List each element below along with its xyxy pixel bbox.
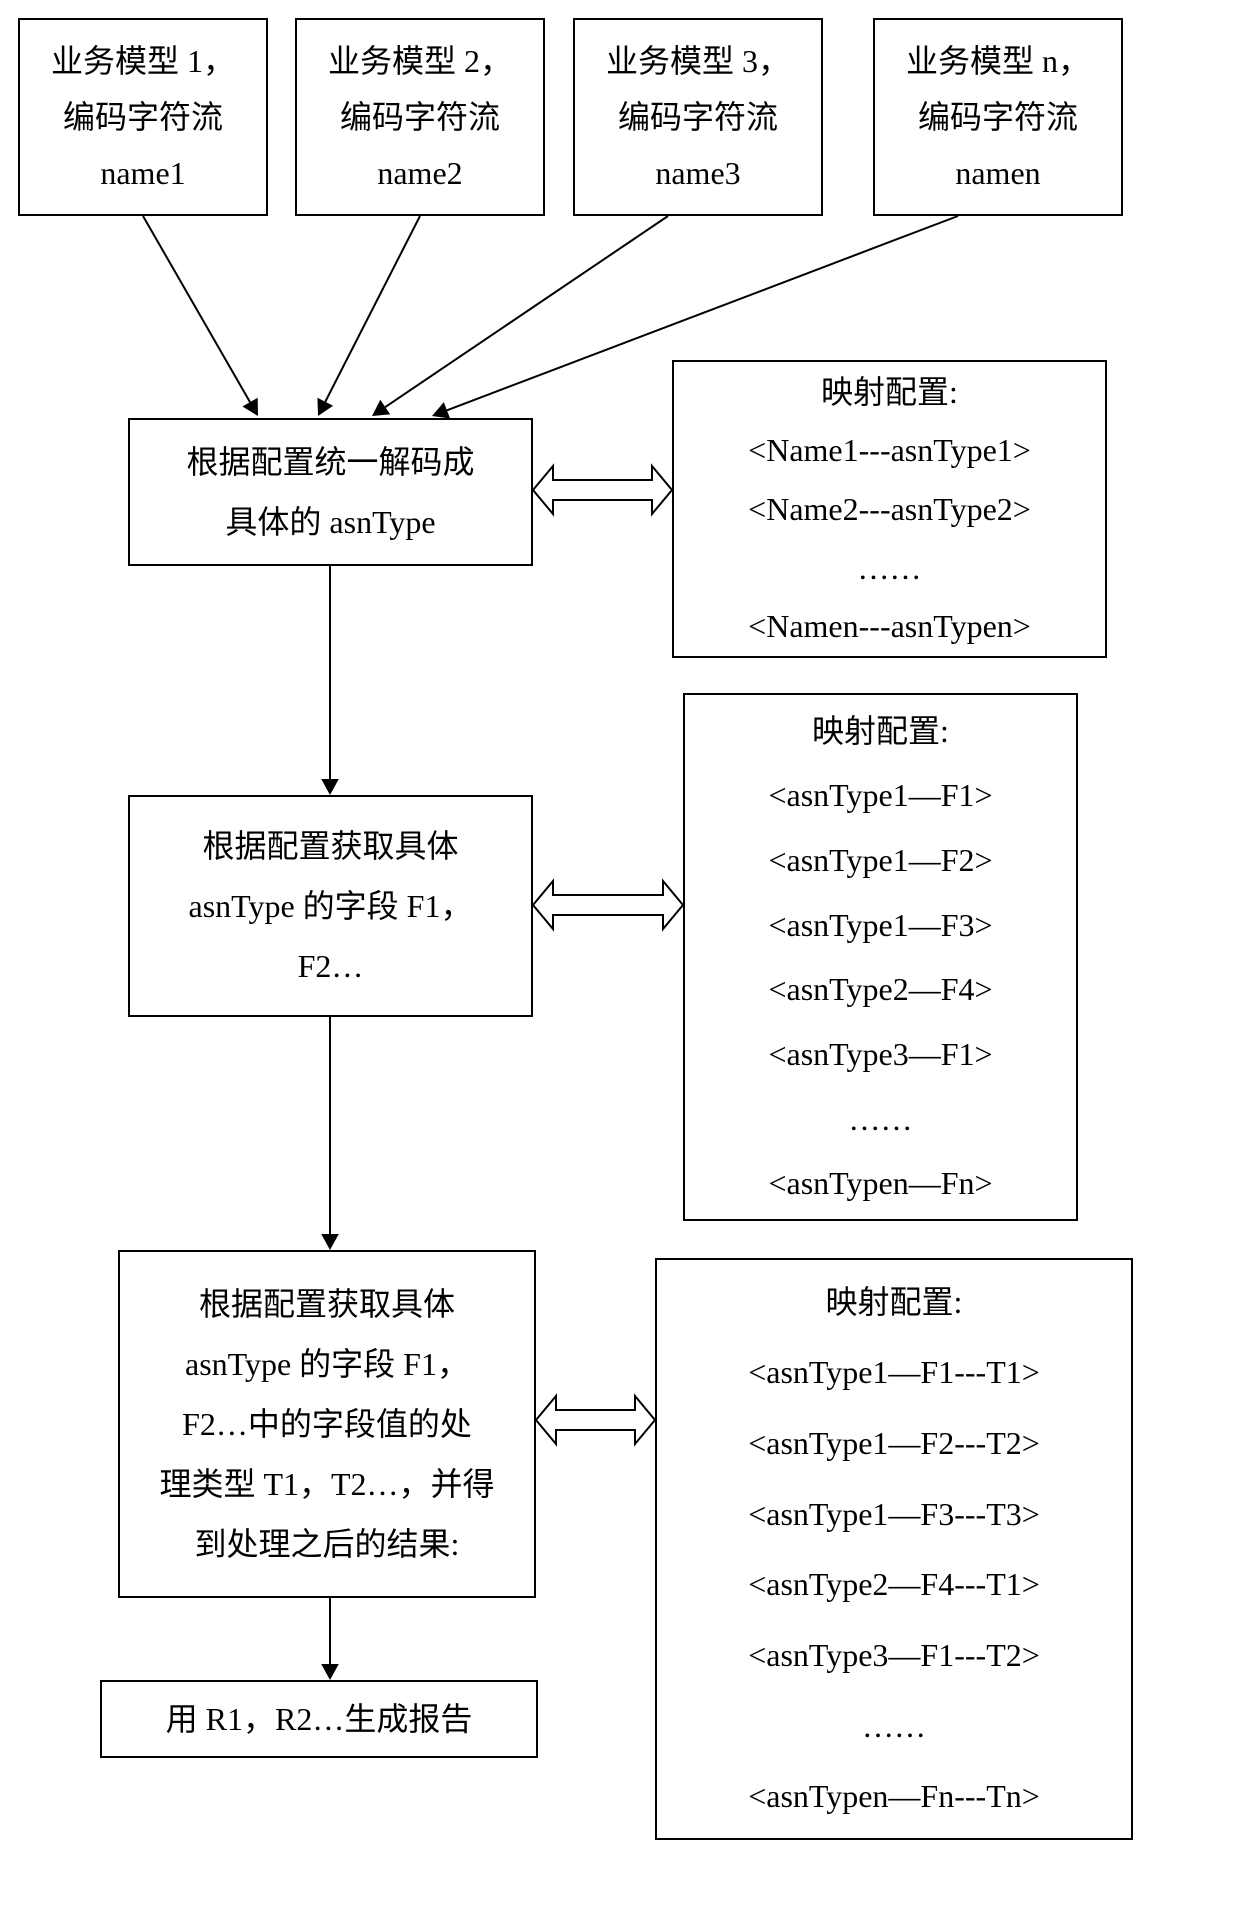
text: 业务模型 2， [328,33,512,89]
text: name1 [100,145,185,201]
text: asnType 的字段 F1， [185,1334,469,1394]
config-item: <asnType1—F3---T3> [748,1485,1040,1543]
config-item: <asnType3—F1> [768,1025,992,1083]
config-item: <asnType1—F2---T2> [748,1414,1040,1472]
text: 具体的 asnType [225,492,435,552]
config-item: <asnType3—F1---T2> [748,1626,1040,1684]
config-title: 映射配置: [812,702,949,760]
text: 到处理之后的结果: [195,1514,460,1574]
config-item: <Namen---asnTypen> [748,597,1031,655]
text: 根据配置获取具体 [202,816,458,876]
config-item: <asnTypen—Fn---Tn> [748,1767,1040,1825]
input-node-3: 业务模型 3， 编码字符流 name3 [573,18,823,216]
config-item: <asnType1—F3> [768,896,992,954]
config-item: <asnType2—F4---T1> [748,1555,1040,1613]
text: asnType 的字段 F1， [189,876,473,936]
input-node-n: 业务模型 n， 编码字符流 namen [873,18,1123,216]
text: 编码字符流 [618,89,778,145]
text: 根据配置获取具体 [199,1274,455,1334]
config-item: …… [849,1090,913,1148]
process-node-report: 用 R1，R2…生成报告 [100,1680,538,1758]
config-item: <asnType1—F1---T1> [748,1343,1040,1401]
config-node-name-map: 映射配置:<Name1---asnType1><Name2---asnType2… [672,360,1107,658]
text: 业务模型 n， [906,33,1090,89]
text: name3 [655,145,740,201]
config-item: <Name2---asnType2> [748,480,1031,538]
config-title: 映射配置: [821,363,958,421]
text: F2… [298,936,364,996]
input-node-1: 业务模型 1， 编码字符流 name1 [18,18,268,216]
config-node-type-map: 映射配置: <asnType1—F1---T1> <asnType1—F2---T2… [655,1258,1133,1840]
config-item: <asnType1—F2> [768,831,992,889]
text: 编码字符流 [340,89,500,145]
config-node-field-map: 映射配置: <asnType1—F1> <asnType1—F2> <asnType1… [683,693,1078,1221]
config-item: …… [862,1697,926,1755]
text: 业务模型 1， [51,33,235,89]
process-node-decode: 根据配置统一解码成 具体的 asnType [128,418,533,566]
config-item: <asnType2—F4> [768,960,992,1018]
text: F2…中的字段值的处 [182,1394,472,1454]
text: namen [955,145,1040,201]
text: 理类型 T1，T2…，并得 [159,1454,494,1514]
config-item: …… [858,539,922,597]
text: 编码字符流 [63,89,223,145]
config-item: <asnTypen—Fn> [768,1154,992,1212]
input-node-2: 业务模型 2， 编码字符流 name2 [295,18,545,216]
process-node-fields: 根据配置获取具体 asnType 的字段 F1， F2… [128,795,533,1017]
text: 编码字符流 [918,89,1078,145]
text: 用 R1，R2…生成报告 [166,1689,473,1749]
process-node-types: 根据配置获取具体 asnType 的字段 F1， F2…中的字段值的处 理类型 … [118,1250,536,1598]
text: 业务模型 3， [606,33,790,89]
diagram-canvas: 业务模型 1， 编码字符流 name1 业务模型 2， 编码字符流 name2 … [0,0,1240,1927]
config-title: 映射配置: [826,1273,963,1331]
config-item: <asnType1—F1> [768,766,992,824]
config-item: <Name1---asnType1> [748,421,1031,479]
text: name2 [377,145,462,201]
text: 根据配置统一解码成 [186,432,474,492]
